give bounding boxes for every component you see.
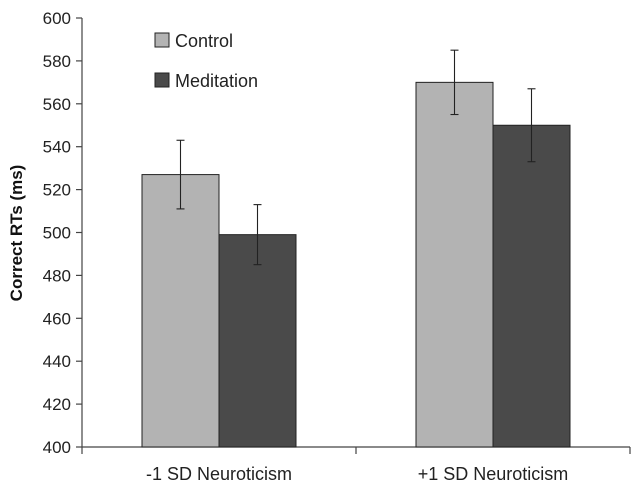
x-axis: -1 SD Neuroticism +1 SD Neuroticism <box>81 446 631 484</box>
error-bar-meditation-2 <box>527 88 536 163</box>
legend-item-control: Control <box>154 31 233 51</box>
y-tick-label: 500 <box>43 224 71 243</box>
x-category-label: -1 SD Neuroticism <box>146 464 292 484</box>
y-axis-label: Correct RTs (ms) <box>7 165 26 302</box>
y-tick-label: 440 <box>43 352 71 371</box>
bar-meditation-2 <box>492 124 571 448</box>
legend-label: Control <box>175 31 233 51</box>
y-tick-label: 420 <box>43 395 71 414</box>
y-tick-label: 400 <box>43 438 71 457</box>
y-tick-label: 480 <box>43 266 71 285</box>
legend-label: Meditation <box>175 71 258 91</box>
error-bar-meditation-1 <box>253 204 262 266</box>
legend: Control Meditation <box>154 31 258 91</box>
y-tick-label: 600 <box>43 9 71 28</box>
legend-swatch <box>154 32 170 48</box>
y-tick-label: 460 <box>43 309 71 328</box>
bars <box>141 81 571 448</box>
legend-swatch <box>154 72 170 88</box>
y-tick-label: 540 <box>43 138 71 157</box>
y-axis: 400 420 440 460 480 500 520 540 560 580 600 <box>43 9 83 457</box>
bar-meditation-1 <box>218 234 297 448</box>
error-bar-control-1 <box>176 139 185 210</box>
y-tick-label: 520 <box>43 181 71 200</box>
error-bars <box>176 49 536 266</box>
x-category-label: +1 SD Neuroticism <box>418 464 569 484</box>
y-tick-label: 560 <box>43 95 71 114</box>
bar-control-2 <box>415 81 494 448</box>
error-bar-control-2 <box>450 49 459 116</box>
legend-item-meditation: Meditation <box>154 71 258 91</box>
y-tick-label: 580 <box>43 52 71 71</box>
bar-control-1 <box>141 174 220 448</box>
